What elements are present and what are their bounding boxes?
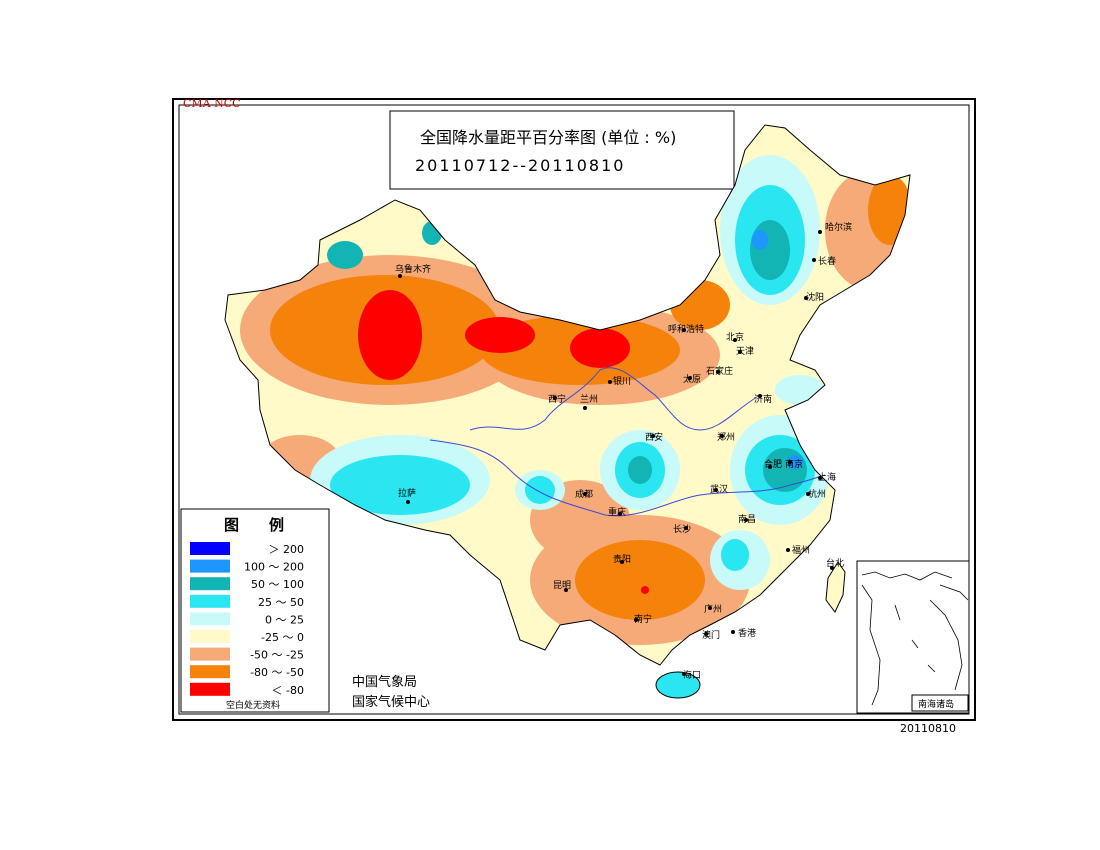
- china-map: [224, 124, 911, 699]
- city-label: 济南: [754, 393, 772, 405]
- city-label: 长沙: [673, 523, 691, 535]
- date-range: 20110712--20110810: [415, 156, 625, 175]
- legend-swatch: [190, 594, 230, 608]
- legend-swatch: [190, 577, 230, 591]
- legend-note: 空白处无资料: [226, 699, 280, 711]
- city-label: 南京: [785, 458, 803, 470]
- city-label: 福州: [792, 544, 810, 556]
- legend-label: ＞ 200: [269, 543, 305, 556]
- city-label: 太原: [683, 373, 701, 385]
- city-label: 兰州: [580, 393, 598, 405]
- legend-title: 图 例: [224, 516, 284, 534]
- legend-label: -80 ～ -50: [250, 666, 304, 679]
- city-label: 拉萨: [398, 487, 416, 499]
- legend-label: 25 ～ 50: [258, 596, 304, 609]
- agency-line-2: 国家气候中心: [352, 694, 430, 710]
- city-label: 石家庄: [706, 365, 733, 377]
- city-label: 天津: [736, 346, 754, 357]
- legend: 图 例 ＞ 200 100 ～ 200 50 ～ 100 25 ～ 50 0 ～ 25 -…: [180, 508, 330, 713]
- hainan-island: [655, 671, 701, 699]
- legend-label: 50 ～ 100: [251, 578, 304, 591]
- taiwan-island: [825, 561, 846, 613]
- inner-frame: [178, 104, 970, 715]
- legend-label: -25 ～ 0: [261, 631, 304, 644]
- corner-label: CMA NCC: [183, 97, 241, 110]
- outer-frame: [172, 98, 976, 721]
- legend-label: 0 ～ 25: [265, 613, 304, 626]
- city-label: 北京: [726, 331, 744, 343]
- south-china-sea-inset: 南海诸岛: [856, 560, 970, 714]
- city-label: 呼和浩特: [668, 323, 704, 335]
- city-label: 郑州: [717, 431, 735, 443]
- legend-swatch: [190, 665, 230, 679]
- city-label: 合肥: [764, 458, 782, 470]
- yangtze-river: [429, 439, 826, 517]
- legend-swatch: [190, 542, 230, 555]
- city-label: 香港: [738, 627, 756, 639]
- city-label: 西安: [645, 431, 663, 443]
- legend-swatch: [190, 682, 230, 696]
- city-label: 贵阳: [613, 553, 631, 565]
- city-label: 海口: [683, 669, 701, 681]
- city-label: 乌鲁木齐: [395, 263, 431, 275]
- map-title: 全国降水量距平百分率图 (单位 : %): [420, 128, 676, 147]
- city-label: 西宁: [548, 393, 566, 405]
- city-label: 昆明: [553, 580, 571, 591]
- city-label: 银川: [613, 375, 631, 387]
- city-label: 广州: [704, 603, 722, 615]
- city-label: 武汉: [710, 483, 728, 495]
- yellow-river: [469, 367, 761, 431]
- city-labels: 乌鲁木齐 哈尔滨 长春 沈阳 呼和浩特 北京 天津 石家庄 太原 济南 银川 西…: [395, 221, 852, 681]
- city-label: 南昌: [738, 513, 756, 525]
- legend-swatch: [190, 559, 230, 573]
- legend-label: ＜ -80: [272, 684, 304, 697]
- legend-label: -50 ～ -25: [250, 649, 304, 662]
- legend-swatch: [190, 647, 230, 661]
- city-label: 成都: [575, 488, 593, 500]
- inset-label: 南海诸岛: [918, 698, 954, 710]
- legend-label: 100 ～ 200: [244, 561, 304, 574]
- city-label: 台北: [826, 557, 844, 569]
- agency-line-1: 中国气象局: [352, 674, 417, 690]
- city-label: 长春: [818, 255, 836, 267]
- city-label: 上海: [818, 471, 836, 483]
- city-label: 沈阳: [806, 291, 824, 303]
- city-label: 重庆: [608, 506, 626, 518]
- footer-date: 20110810: [900, 722, 956, 735]
- city-label: 南宁: [634, 613, 652, 625]
- title-box: [389, 110, 735, 190]
- legend-swatch: [190, 630, 230, 643]
- city-label: 杭州: [808, 488, 826, 500]
- city-label: 哈尔滨: [825, 221, 852, 233]
- city-label: 澳门: [702, 629, 720, 641]
- legend-swatch: [190, 612, 230, 626]
